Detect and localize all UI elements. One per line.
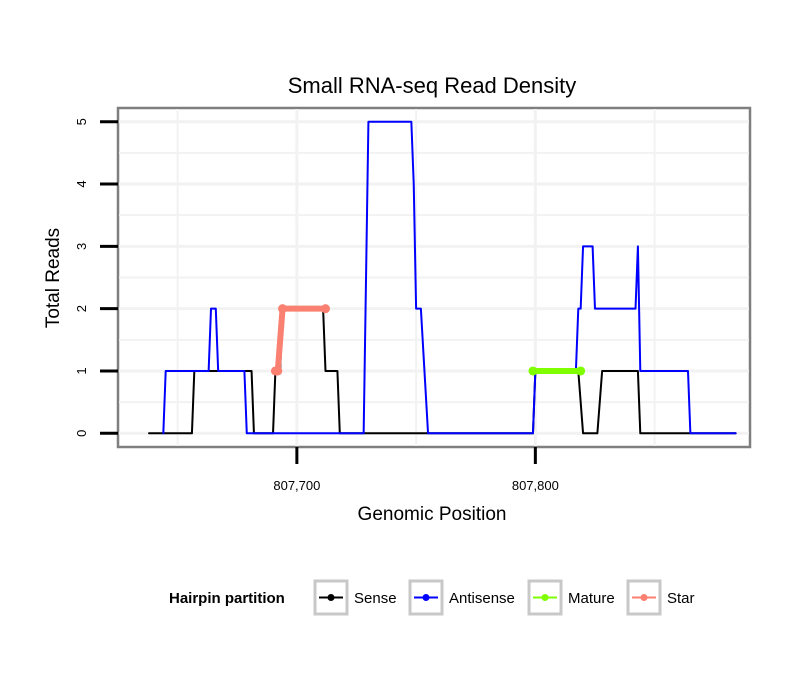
y-tick-label: 0 [74, 430, 89, 437]
x-axis: 807,700 807,800 [273, 447, 559, 493]
data-point-mature [528, 366, 538, 376]
data-point-star [273, 366, 283, 376]
legend-key-point [327, 594, 335, 601]
series-star [270, 304, 330, 376]
data-series [148, 120, 737, 435]
legend-key-point [422, 594, 430, 601]
x-tick-label: 807,700 [273, 478, 320, 493]
legend-key-point [541, 594, 549, 601]
y-axis-title: Total Reads [43, 228, 64, 328]
x-axis-title: Genomic Position [358, 504, 507, 525]
legend-item-sense: Sense [313, 579, 397, 616]
legend-title: Hairpin partition [169, 590, 285, 607]
legend-label: Sense [354, 590, 397, 607]
legend-item-star: Star [626, 579, 695, 616]
legend-item-antisense: Antisense [408, 579, 515, 616]
y-tick-label: 4 [74, 180, 89, 187]
legend-label: Star [667, 590, 695, 607]
legend-label: Mature [568, 590, 615, 607]
data-point-mature [576, 366, 586, 376]
y-axis: 0 1 2 3 4 5 [74, 118, 118, 437]
y-tick-label: 1 [74, 367, 89, 374]
series-line-sense [148, 307, 737, 435]
data-point-star [278, 304, 288, 314]
series-mature [528, 366, 586, 376]
legend-key-point [640, 594, 648, 601]
y-tick-label: 5 [74, 118, 89, 125]
data-point-star [320, 304, 330, 314]
y-tick-label: 3 [74, 243, 89, 250]
series-line-antisense [162, 120, 737, 435]
legend-item-mature: Mature [527, 579, 615, 616]
y-tick-label: 2 [74, 305, 89, 312]
x-tick-label: 807,800 [512, 478, 559, 493]
legend-label: Antisense [449, 590, 515, 607]
series-sense [148, 307, 737, 435]
series-antisense [162, 120, 737, 435]
chart-title: Small RNA-seq Read Density [288, 73, 577, 98]
legend: Hairpin partition Sense Antisense Mature St… [169, 579, 695, 616]
